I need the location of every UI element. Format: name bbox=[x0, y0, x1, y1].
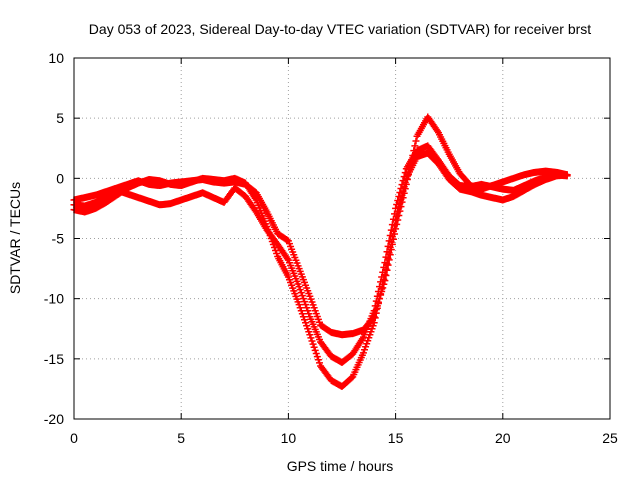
data-point-marker bbox=[315, 359, 323, 367]
data-point-marker bbox=[384, 254, 392, 262]
x-tick-label: 25 bbox=[602, 430, 618, 446]
data-point-marker bbox=[370, 319, 378, 327]
y-tick-label: 10 bbox=[48, 50, 64, 66]
data-point-marker bbox=[373, 304, 381, 312]
data-point-marker bbox=[389, 227, 397, 235]
data-point-marker bbox=[411, 142, 419, 150]
data-layer bbox=[70, 113, 571, 391]
data-point-marker bbox=[382, 265, 390, 273]
y-tick-label: -5 bbox=[52, 231, 65, 247]
x-tick-label: 0 bbox=[70, 430, 78, 446]
data-point-marker bbox=[308, 337, 316, 345]
data-point-marker bbox=[371, 314, 379, 322]
x-tick-label: 5 bbox=[177, 430, 185, 446]
data-point-marker bbox=[380, 275, 388, 283]
data-point-marker bbox=[401, 179, 409, 187]
chart-title: Day 053 of 2023, Sidereal Day-to-day VTE… bbox=[89, 21, 591, 37]
x-axis-label: GPS time / hours bbox=[287, 458, 394, 474]
y-tick-label: -20 bbox=[44, 411, 64, 427]
data-point-marker bbox=[381, 271, 389, 279]
data-point-marker bbox=[283, 255, 291, 263]
y-tick-label: -10 bbox=[44, 291, 64, 307]
data-point-marker bbox=[376, 295, 384, 303]
data-point-marker bbox=[383, 260, 391, 268]
data-point-marker bbox=[313, 353, 321, 361]
data-point-marker bbox=[387, 238, 395, 246]
data-point-marker bbox=[563, 171, 571, 179]
y-axis-label: SDTVAR / TECUs bbox=[7, 182, 23, 294]
data-point-marker bbox=[382, 271, 390, 279]
x-tick-label: 20 bbox=[495, 430, 511, 446]
data-point-marker bbox=[309, 340, 317, 348]
data-point-marker bbox=[374, 299, 382, 307]
data-point-marker bbox=[306, 331, 314, 339]
data-point-marker bbox=[385, 249, 393, 257]
data-point-marker bbox=[314, 356, 322, 364]
data-point-marker bbox=[391, 222, 399, 230]
data-point-marker bbox=[377, 290, 385, 298]
data-point-marker bbox=[393, 212, 401, 220]
data-point-marker bbox=[392, 216, 400, 224]
data-point-marker bbox=[400, 183, 408, 191]
data-point-marker bbox=[395, 204, 403, 212]
data-point-marker bbox=[312, 350, 320, 358]
data-point-marker bbox=[381, 277, 389, 285]
data-point-marker bbox=[412, 137, 420, 145]
data-point-marker bbox=[379, 280, 387, 288]
data-point-marker bbox=[311, 346, 319, 354]
y-tick-label: 0 bbox=[56, 170, 64, 186]
y-tick-label: 5 bbox=[56, 110, 64, 126]
data-point-marker bbox=[388, 233, 396, 241]
x-tick-label: 15 bbox=[388, 430, 404, 446]
y-tick-label: -15 bbox=[44, 351, 64, 367]
data-point-marker bbox=[396, 200, 404, 208]
data-point-marker bbox=[386, 244, 394, 252]
tick-layer: 0 5 10 15 20 25 10 5 0 -5 -10 -15 -20 bbox=[44, 50, 618, 446]
series-track-3 bbox=[70, 149, 571, 391]
data-point-marker bbox=[397, 195, 405, 203]
data-point-marker bbox=[310, 343, 318, 351]
x-tick-label: 10 bbox=[281, 430, 297, 446]
data-point-marker bbox=[394, 208, 402, 216]
data-point-marker bbox=[378, 285, 386, 293]
data-point-marker bbox=[399, 187, 407, 195]
data-point-marker bbox=[398, 191, 406, 199]
data-point-marker bbox=[372, 309, 380, 317]
data-point-marker bbox=[433, 127, 441, 135]
data-point-marker bbox=[307, 334, 315, 342]
